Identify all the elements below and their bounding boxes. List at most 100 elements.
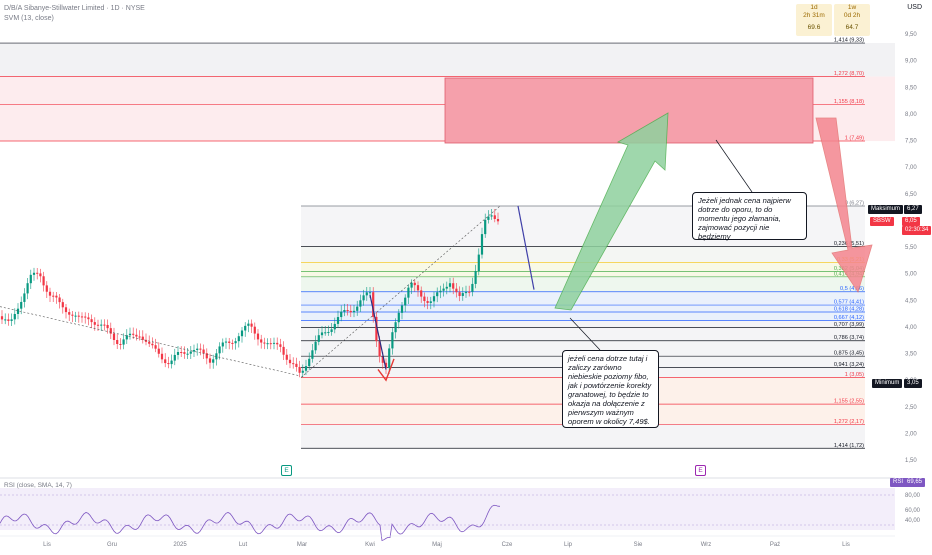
x-axis-label: Maj bbox=[432, 542, 442, 548]
candle-body bbox=[458, 292, 461, 296]
candle-body bbox=[180, 352, 183, 354]
y-axis-tick: 1,50 bbox=[905, 458, 917, 464]
navy-projection-line bbox=[517, 205, 535, 290]
x-axis-label: 2025 bbox=[173, 542, 187, 548]
timeframe-label: 1d bbox=[810, 4, 818, 11]
y-axis-tick: 2,50 bbox=[905, 405, 917, 411]
fib-label: 1,414 (1,72) bbox=[834, 443, 864, 449]
red-dip-marker bbox=[377, 358, 395, 382]
candle-body bbox=[320, 332, 324, 336]
fib-label: 1,414 (9,33) bbox=[834, 38, 864, 44]
candle-body bbox=[352, 310, 356, 313]
candle-body bbox=[122, 339, 125, 345]
timeframe-time: 0d 2h bbox=[843, 12, 861, 19]
candle-body bbox=[308, 358, 311, 367]
candle-body bbox=[250, 323, 253, 327]
x-axis-label: Paź bbox=[770, 542, 780, 548]
candle-body bbox=[423, 296, 426, 302]
candle-body bbox=[391, 332, 394, 349]
support-note[interactable]: jeżeli cena dotrze tutaj i zaliczy zarów… bbox=[562, 350, 659, 428]
x-axis-label: Gru bbox=[107, 542, 117, 548]
candle-body bbox=[253, 326, 256, 334]
fib-label: 1,155 (8,18) bbox=[834, 99, 864, 105]
candle-body bbox=[196, 348, 199, 351]
timeframe-box-1d[interactable]: 1d 2h 31m 69.6 bbox=[796, 4, 832, 36]
price-axis-bg bbox=[895, 0, 932, 470]
timeframe-box-1w[interactable]: 1w 0d 2h 64.7 bbox=[834, 4, 870, 36]
candle-body bbox=[68, 312, 71, 315]
candle-body bbox=[93, 322, 96, 325]
earnings-badge[interactable]: E bbox=[281, 465, 292, 476]
candle-body bbox=[221, 342, 224, 347]
candle-body bbox=[192, 350, 196, 352]
x-axis-label: Mar bbox=[297, 542, 307, 548]
candle-body bbox=[144, 339, 148, 342]
candle-body bbox=[269, 343, 272, 345]
fib-label: 1 (3,05) bbox=[845, 372, 864, 378]
candle-body bbox=[74, 315, 77, 317]
candle-body bbox=[292, 363, 295, 365]
candle-body bbox=[96, 324, 100, 326]
x-axis-label: Lis bbox=[43, 542, 51, 548]
rsi-axis-tick: 40,00 bbox=[905, 518, 921, 524]
x-axis-label: Lis bbox=[842, 542, 850, 548]
resistance-note[interactable]: Jeżeli jednak cena najpierw dotrze do op… bbox=[692, 192, 807, 241]
candle-body bbox=[442, 288, 445, 291]
candle-body bbox=[484, 219, 487, 235]
candle-body bbox=[368, 292, 372, 294]
candle-body bbox=[135, 334, 138, 337]
candle-body bbox=[183, 352, 186, 354]
candle-body bbox=[477, 254, 480, 272]
earnings-badge-upcoming[interactable]: E bbox=[695, 465, 706, 476]
candle-body bbox=[228, 341, 231, 343]
rsi-tag: RSI bbox=[890, 478, 907, 487]
x-axis-label: Kwi bbox=[365, 542, 375, 548]
candle-body bbox=[224, 341, 228, 343]
candle-body bbox=[496, 218, 500, 222]
min-label-tag: Minimum bbox=[872, 379, 903, 388]
rsi-value-tag: 69,65 bbox=[904, 478, 926, 487]
candle-body bbox=[244, 325, 247, 331]
candle-body bbox=[77, 315, 80, 317]
candle-body bbox=[23, 293, 26, 302]
candle-body bbox=[45, 285, 48, 292]
candle-body bbox=[333, 323, 336, 330]
candle-body bbox=[151, 343, 154, 346]
candle-body bbox=[410, 282, 413, 288]
candle-body bbox=[87, 317, 90, 320]
candle-body bbox=[304, 366, 308, 371]
candle-body bbox=[39, 273, 42, 277]
y-axis-tick: 3,50 bbox=[905, 352, 917, 358]
candle-body bbox=[285, 354, 288, 360]
fib-label: 0,875 (3,45) bbox=[834, 351, 864, 357]
candle-body bbox=[301, 370, 304, 373]
resistance-note-pointer bbox=[715, 139, 753, 193]
candle-body bbox=[32, 272, 36, 275]
candle-body bbox=[471, 283, 474, 292]
candle-body bbox=[340, 311, 343, 318]
y-axis-tick: 9,50 bbox=[905, 32, 917, 38]
trend-line-down bbox=[0, 306, 301, 377]
candle-body bbox=[372, 292, 375, 317]
timeframe-value: 64.7 bbox=[845, 24, 859, 31]
resistance-zone bbox=[444, 77, 814, 144]
candle-body bbox=[452, 283, 455, 289]
candle-body bbox=[378, 341, 381, 357]
x-axis-label: Lip bbox=[564, 542, 573, 548]
candle-body bbox=[356, 306, 359, 311]
fib-zone-bottom bbox=[301, 424, 865, 449]
candle-body bbox=[432, 296, 436, 302]
y-axis-tick: 4,00 bbox=[905, 325, 917, 331]
candle-body bbox=[237, 336, 240, 342]
candle-body bbox=[314, 341, 317, 351]
candle-body bbox=[420, 290, 423, 297]
candle-body bbox=[189, 351, 192, 354]
candle-body bbox=[260, 339, 263, 343]
timeframe-time: 2h 31m bbox=[803, 12, 825, 19]
fib-zone-blue bbox=[301, 291, 865, 321]
candle-body bbox=[365, 292, 368, 296]
candle-body bbox=[404, 297, 407, 306]
candle-body bbox=[20, 301, 23, 309]
